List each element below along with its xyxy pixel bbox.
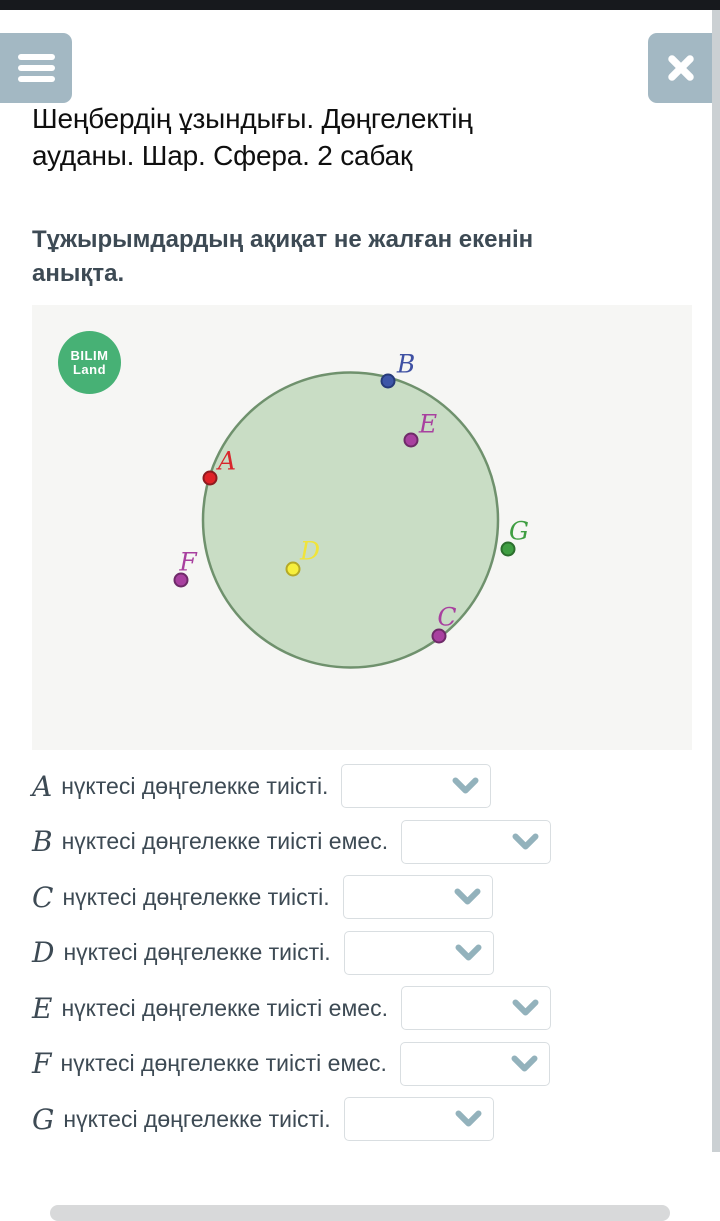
chevron-down-icon [455,1110,482,1127]
answer-dropdown-b[interactable] [401,819,552,864]
answer-dropdown-a[interactable] [341,764,492,808]
circle-diagram [201,371,500,669]
chevron-down-icon [511,1055,538,1071]
statement-letter: B [32,825,53,858]
statement-text: нүктесі дөңгелекке тиісті емес. [60,1050,387,1076]
menu-button[interactable] [0,33,72,103]
statement-row-f: F нүктесі дөңгелекке тиісті емес. [32,1041,551,1086]
close-icon [668,55,694,81]
diagram-panel: BILIM Land A B C D E F G [32,305,692,750]
point-f-dot [173,572,189,588]
scrollbar[interactable] [712,10,720,1152]
statement-text: нүктесі дөңгелекке тиісті емес. [61,828,389,854]
answer-dropdown-g[interactable] [343,1097,494,1141]
statement-text: нүктесі дөңгелекке тиісті. [62,883,330,910]
statement-letter: F [32,1047,52,1080]
chevron-down-icon [512,833,539,849]
point-d-dot [285,561,301,577]
statement-letter: G [32,1102,55,1136]
bottom-panel-edge [50,1205,670,1221]
chevron-down-icon [454,888,481,905]
hamburger-icon [17,54,55,82]
point-b-label: B [396,349,416,379]
close-button[interactable] [648,33,714,103]
statement-text: нүктесі дөңгелекке тиісті. [61,772,329,799]
logo-line2: Land [72,361,107,377]
logo-line1: BILIM [70,347,109,363]
point-c-label: C [437,602,457,632]
statement-letter: C [32,880,54,914]
statement-row-e: E нүктесі дөңгелекке тиісті емес. [32,986,551,1030]
point-d-label: D [299,536,321,566]
point-f-label: F [179,547,197,577]
chevron-down-icon [512,999,539,1016]
point-e-label: E [418,409,438,439]
lesson-title: Шеңбердің ұзындығы. Дөңгелектің ауданы. … [32,103,473,171]
point-g-dot [500,541,516,557]
statement-text: нүктесі дөңгелекке тиісті емес. [61,994,388,1021]
bilimland-logo: BILIM Land [58,331,121,394]
statement-text: нүктесі дөңгелекке тиісті. [63,939,331,965]
statements-list: A нүктесі дөңгелекке тиісті. B нүктесі д… [32,764,552,1153]
statement-row-g: G нүктесі дөңгелекке тиісті. [32,1097,551,1141]
chevron-down-icon [455,944,482,960]
statement-letter: A [32,769,53,803]
point-a-dot [202,470,218,486]
statement-row-b: B нүктесі дөңгелекке тиісті емес. [32,819,552,864]
statement-row-d: D нүктесі дөңгелекке тиісті. [32,930,551,975]
point-a-label: A [217,446,237,476]
statement-row-c: C нүктесі дөңгелекке тиісті. [32,875,551,919]
statement-text: нүктесі дөңгелекке тиісті. [63,1105,331,1132]
point-g-label: G [509,516,529,546]
answer-dropdown-f[interactable] [399,1041,550,1086]
point-c-dot [431,628,447,644]
chevron-down-icon [452,777,479,794]
statement-letter: D [32,936,55,969]
answer-dropdown-c[interactable] [342,875,493,919]
answer-dropdown-e[interactable] [400,986,551,1030]
statement-row-a: A нүктесі дөңгелекке тиісті. [32,764,551,808]
top-bar [0,0,720,10]
circle-shape [201,371,500,669]
answer-dropdown-d[interactable] [343,930,494,975]
task-question: Тұжырымдардың ақиқат не жалған екенін ан… [32,226,534,287]
point-b-dot [380,373,396,389]
point-e-dot [403,432,419,448]
statement-letter: E [32,991,53,1025]
